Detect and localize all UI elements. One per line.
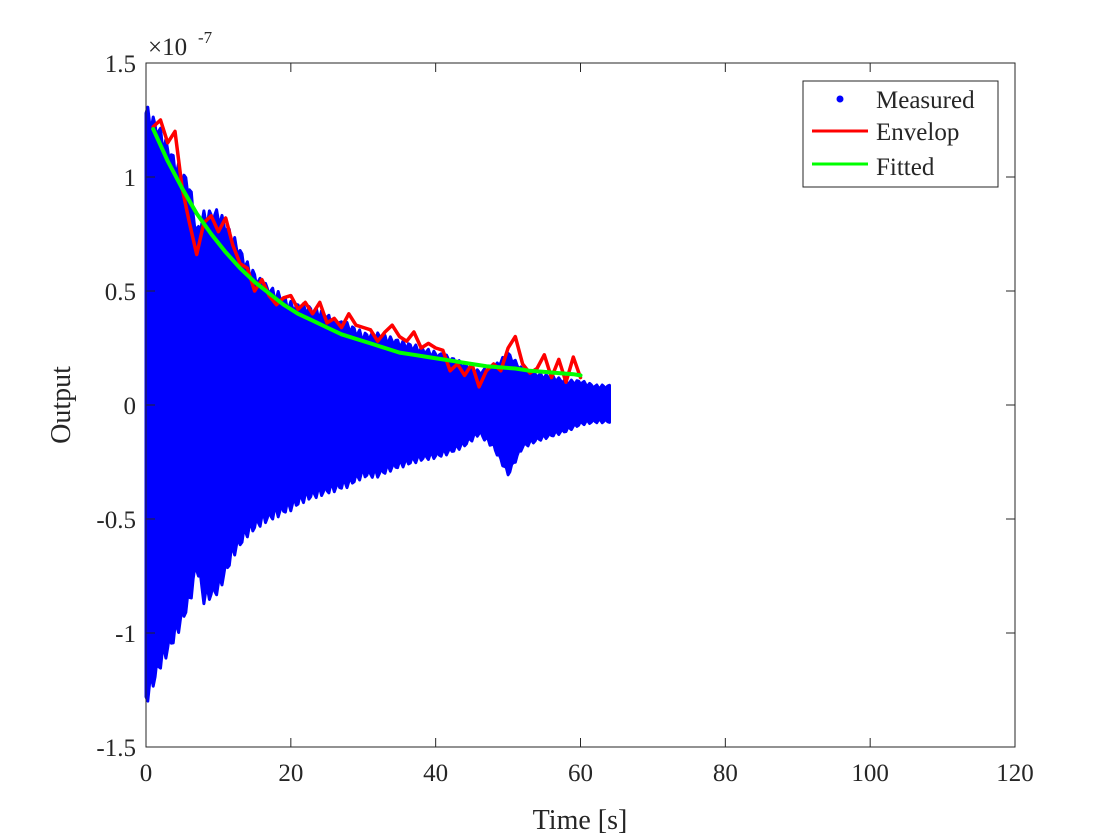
series-layer <box>144 105 611 703</box>
y-multiplier-label: ×10 <box>148 34 187 61</box>
y-multiplier-exponent: -7 <box>198 28 213 47</box>
legend-label-envelop: Envelop <box>876 119 959 146</box>
legend-box <box>802 80 999 188</box>
x-tick-label: 80 <box>713 760 738 787</box>
legend-label-measured: Measured <box>876 87 975 114</box>
legend-marker-measured <box>836 95 844 103</box>
x-tick-label: 0 <box>140 760 153 787</box>
y-tick-label: 0.5 <box>105 279 136 306</box>
y-tick-label: 1.5 <box>105 51 136 78</box>
series-measured <box>144 105 611 703</box>
y-tick-label: -1.5 <box>96 735 136 762</box>
x-axis-label: Time [s] <box>533 805 628 836</box>
y-tick-label: 1 <box>124 165 137 192</box>
series-envelop <box>151 118 583 389</box>
x-tick-label: 60 <box>568 760 593 787</box>
tick-layer: 0 20 40 60 80 100 120 -1.5 -1 -0.5 0 0.5 1 1.5 <box>96 51 1033 787</box>
y-tick-label: -1 <box>115 621 136 648</box>
series-fitted <box>151 127 583 378</box>
x-tick-label: 20 <box>278 760 303 787</box>
y-tick-label: 0 <box>124 393 137 420</box>
x-tick-label: 40 <box>423 760 448 787</box>
y-tick-label: -0.5 <box>96 507 136 534</box>
x-tick-label: 100 <box>851 760 889 787</box>
legend-label-fitted: Fitted <box>876 154 935 181</box>
y-axis-label: Output <box>46 366 77 444</box>
x-tick-label: 120 <box>996 760 1034 787</box>
legend: Measured Envelop Fitted <box>802 80 999 188</box>
